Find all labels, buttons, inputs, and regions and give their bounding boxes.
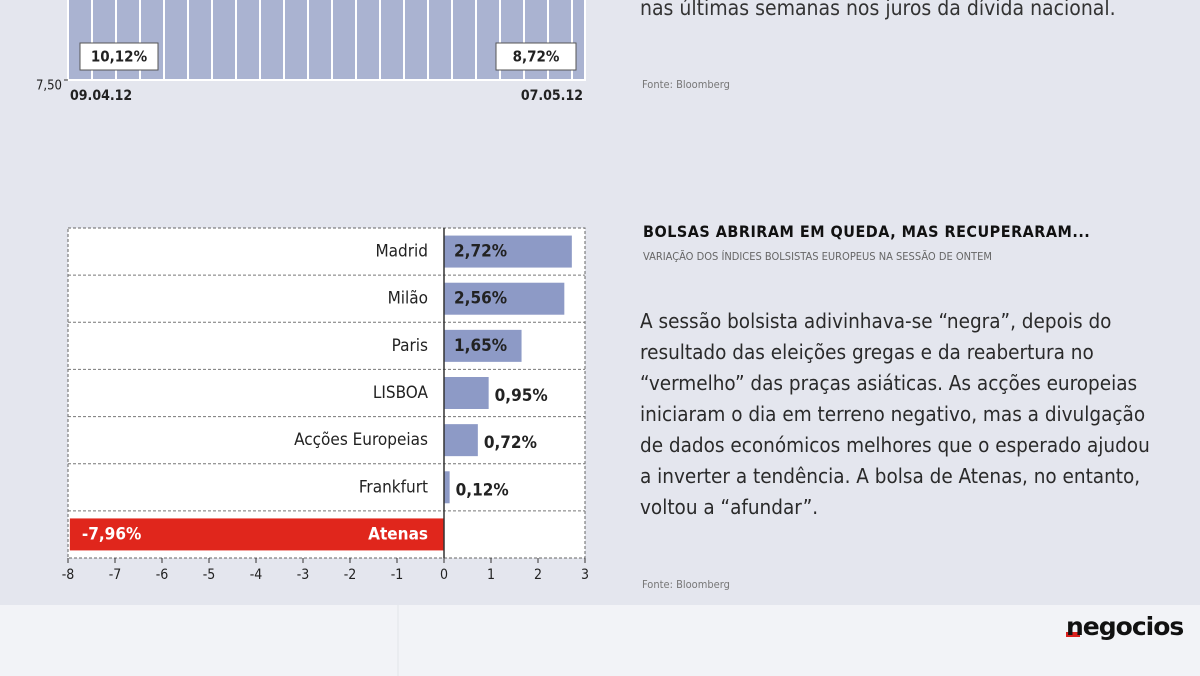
brand: negocios <box>1066 612 1183 641</box>
category-label: Milão <box>388 289 428 309</box>
category-label: Frankfurt <box>359 477 428 497</box>
bar <box>444 424 478 457</box>
brand-accent <box>1066 632 1080 637</box>
category-label: LISBOA <box>373 383 429 403</box>
source: Fonte: Bloomberg <box>642 78 730 91</box>
x-tick-label: -6 <box>156 567 169 583</box>
value-label: -7,96% <box>82 524 141 544</box>
category-label: Atenas <box>368 524 428 544</box>
x-tick-label: 3 <box>581 567 589 583</box>
bar <box>69 518 444 551</box>
label-box <box>495 42 577 71</box>
x-tick-label: 0 <box>440 567 448 583</box>
x-tick-label: -5 <box>203 567 216 583</box>
x-tick-label: 2 <box>534 567 542 583</box>
label-box <box>79 42 159 71</box>
body-text: A sessão bolsista adivinhava-se “negra”,… <box>640 309 1150 519</box>
value-label: 0,95% <box>495 386 548 406</box>
x-tick-label: -8 <box>62 567 75 583</box>
value-label: 0,12% <box>456 480 509 500</box>
value-label: 2,72% <box>454 242 507 262</box>
x-tick-label: -7 <box>109 567 122 583</box>
x-tick-label: 07.05.12 <box>521 88 583 104</box>
source: Fonte: Bloomberg <box>642 578 730 591</box>
x-tick-label: -4 <box>250 567 263 583</box>
footer-bar <box>0 605 1200 676</box>
category-label: Madrid <box>375 242 428 262</box>
category-label: Paris <box>392 336 428 356</box>
x-tick-label: -1 <box>391 567 404 583</box>
category-label: Acções Europeias <box>294 430 428 450</box>
x-tick-label: -3 <box>297 567 310 583</box>
x-tick-label: 09.04.12 <box>70 88 132 104</box>
chart-title: BOLSAS ABRIRAM EM QUEDA, MAS RECUPERARAM… <box>643 222 1091 241</box>
x-tick-label: -2 <box>344 567 357 583</box>
bar <box>444 377 489 409</box>
bar <box>444 282 565 315</box>
x-tick-label: 1 <box>487 567 495 583</box>
bar <box>444 471 450 504</box>
value-label: 10,12% <box>91 48 148 66</box>
bar <box>444 235 572 268</box>
value-label: 1,65% <box>454 336 507 356</box>
value-label: 0,72% <box>484 433 537 453</box>
chart-subtitle: VARIAÇÃO DOS ÍNDICES BOLSISTAS EUROPEUS … <box>643 250 992 263</box>
value-label: 2,56% <box>454 289 507 309</box>
value-label: 8,72% <box>513 48 560 66</box>
top-note: nas últimas semanas nos juros da dívida … <box>640 0 1116 20</box>
bar <box>444 329 522 362</box>
y-tick-label: 7,50 <box>36 79 62 94</box>
